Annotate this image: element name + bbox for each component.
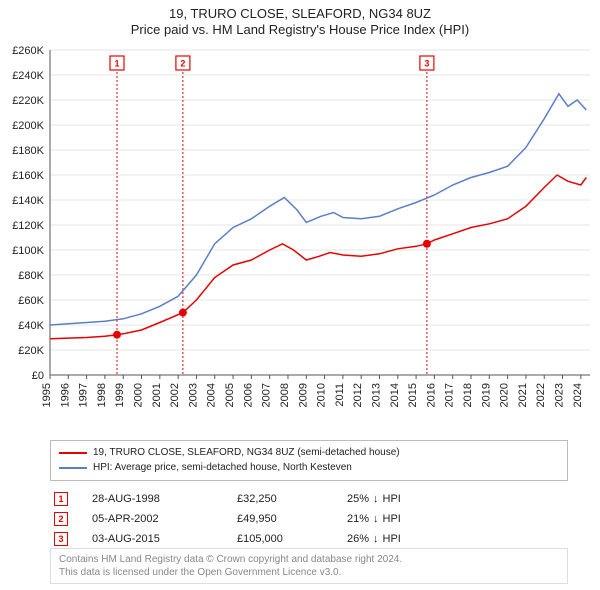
footer-line1: Contains HM Land Registry data © Crown c…	[59, 553, 559, 566]
x-tick-label: 2010	[316, 383, 328, 407]
sales-price: £105,000	[237, 533, 347, 545]
chart-title-line1: 19, TRURO CLOSE, SLEAFORD, NG34 8UZ	[0, 6, 600, 22]
x-tick-label: 2008	[279, 383, 291, 407]
y-tick-label: £40K	[18, 320, 44, 332]
y-tick-label: £260K	[12, 45, 44, 57]
x-tick-label: 2005	[224, 383, 236, 407]
sales-date: 03-AUG-2015	[92, 533, 237, 545]
x-tick-label: 2014	[389, 383, 401, 407]
x-tick-label: 2012	[352, 383, 364, 407]
footer-attribution: Contains HM Land Registry data © Crown c…	[50, 548, 568, 584]
legend-row: HPI: Average price, semi-detached house,…	[59, 460, 559, 475]
sales-row: 1 28-AUG-1998£32,25025%HPI	[50, 489, 568, 509]
sales-row: 2 05-APR-2002£49,95021%HPI	[50, 509, 568, 529]
sale-marker-num: 3	[424, 59, 429, 69]
y-tick-label: £200K	[12, 120, 44, 132]
x-tick-label: 2013	[370, 383, 382, 407]
sales-delta: 25%HPI	[347, 493, 447, 505]
x-tick-label: 2016	[425, 383, 437, 407]
legend-and-sales: 19, TRURO CLOSE, SLEAFORD, NG34 8UZ (sem…	[50, 440, 568, 549]
x-tick-label: 2011	[334, 383, 346, 407]
arrow-down-icon	[373, 513, 379, 525]
x-tick-label: 2023	[554, 383, 566, 407]
x-tick-label: 2007	[261, 383, 273, 407]
x-tick-label: 1999	[114, 383, 126, 407]
sale-marker-num: 2	[180, 59, 185, 69]
x-tick-label: 2009	[297, 383, 309, 407]
x-tick-label: 2018	[462, 383, 474, 407]
chart-area: £0 £20K £40K £60K £80K £100K £120K £140K £160K £1…	[0, 45, 600, 435]
y-tick-label: £60K	[18, 295, 44, 307]
arrow-down-icon	[373, 493, 379, 505]
sales-delta: 26%HPI	[347, 533, 447, 545]
sale-dot	[179, 309, 187, 317]
x-tick-label: 2006	[242, 383, 254, 407]
y-tick-label: £120K	[12, 220, 44, 232]
footer-line2: This data is licensed under the Open Gov…	[59, 566, 559, 579]
x-tick-label: 1997	[78, 383, 90, 407]
legend-label: HPI: Average price, semi-detached house,…	[93, 460, 352, 475]
sales-price: £49,950	[237, 513, 347, 525]
y-tick-label: £100K	[12, 245, 44, 257]
sales-date: 05-APR-2002	[92, 513, 237, 525]
legend-row: 19, TRURO CLOSE, SLEAFORD, NG34 8UZ (sem…	[59, 445, 559, 460]
sales-price: £32,250	[237, 493, 347, 505]
sales-table: 1 28-AUG-1998£32,25025%HPI 2 05-APR-2002£49…	[50, 489, 568, 549]
x-tick-label: 2024	[572, 383, 584, 407]
chart-title-block: 19, TRURO CLOSE, SLEAFORD, NG34 8UZ Pric…	[0, 0, 600, 39]
arrow-down-icon	[373, 533, 379, 545]
chart-title-line2: Price paid vs. HM Land Registry's House …	[0, 22, 600, 38]
x-tick-label: 2003	[187, 383, 199, 407]
y-tick-label: £180K	[12, 145, 44, 157]
sales-marker: 2	[54, 512, 68, 526]
x-tick-label: 2000	[133, 383, 145, 407]
y-tick-label: £20K	[18, 345, 44, 357]
sale-dot	[423, 240, 431, 248]
sales-delta: 21%HPI	[347, 513, 447, 525]
x-tick-label: 2021	[517, 383, 529, 407]
sales-marker: 3	[54, 532, 68, 546]
legend-swatch	[59, 452, 87, 454]
y-tick-label: £0	[32, 370, 44, 382]
x-tick-label: 2004	[206, 383, 218, 407]
x-tick-label: 2001	[151, 383, 163, 407]
sales-row: 3 03-AUG-2015£105,00026%HPI	[50, 529, 568, 549]
x-tick-label: 1995	[41, 383, 53, 407]
legend-swatch	[59, 467, 87, 469]
x-tick-label: 1998	[96, 383, 108, 407]
chart-svg: £0 £20K £40K £60K £80K £100K £120K £140K £160K £1…	[0, 45, 600, 435]
y-tick-label: £160K	[12, 170, 44, 182]
sales-date: 28-AUG-1998	[92, 493, 237, 505]
legend-series-box: 19, TRURO CLOSE, SLEAFORD, NG34 8UZ (sem…	[50, 440, 568, 481]
sale-marker-num: 1	[114, 59, 119, 69]
x-tick-label: 2019	[480, 383, 492, 407]
y-tick-label: £240K	[12, 70, 44, 82]
x-tick-label: 2002	[169, 383, 181, 407]
x-tick-label: 2020	[499, 383, 511, 407]
sale-dot	[113, 331, 121, 339]
y-tick-label: £80K	[18, 270, 44, 282]
y-tick-label: £220K	[12, 95, 44, 107]
legend-label: 19, TRURO CLOSE, SLEAFORD, NG34 8UZ (sem…	[93, 445, 400, 460]
sales-marker: 1	[54, 492, 68, 506]
x-tick-label: 2015	[407, 383, 419, 407]
y-tick-label: £140K	[12, 195, 44, 207]
x-tick-label: 2022	[535, 383, 547, 407]
series-hpi	[50, 94, 586, 325]
x-tick-label: 2017	[444, 383, 456, 407]
x-tick-label: 1996	[59, 383, 71, 407]
